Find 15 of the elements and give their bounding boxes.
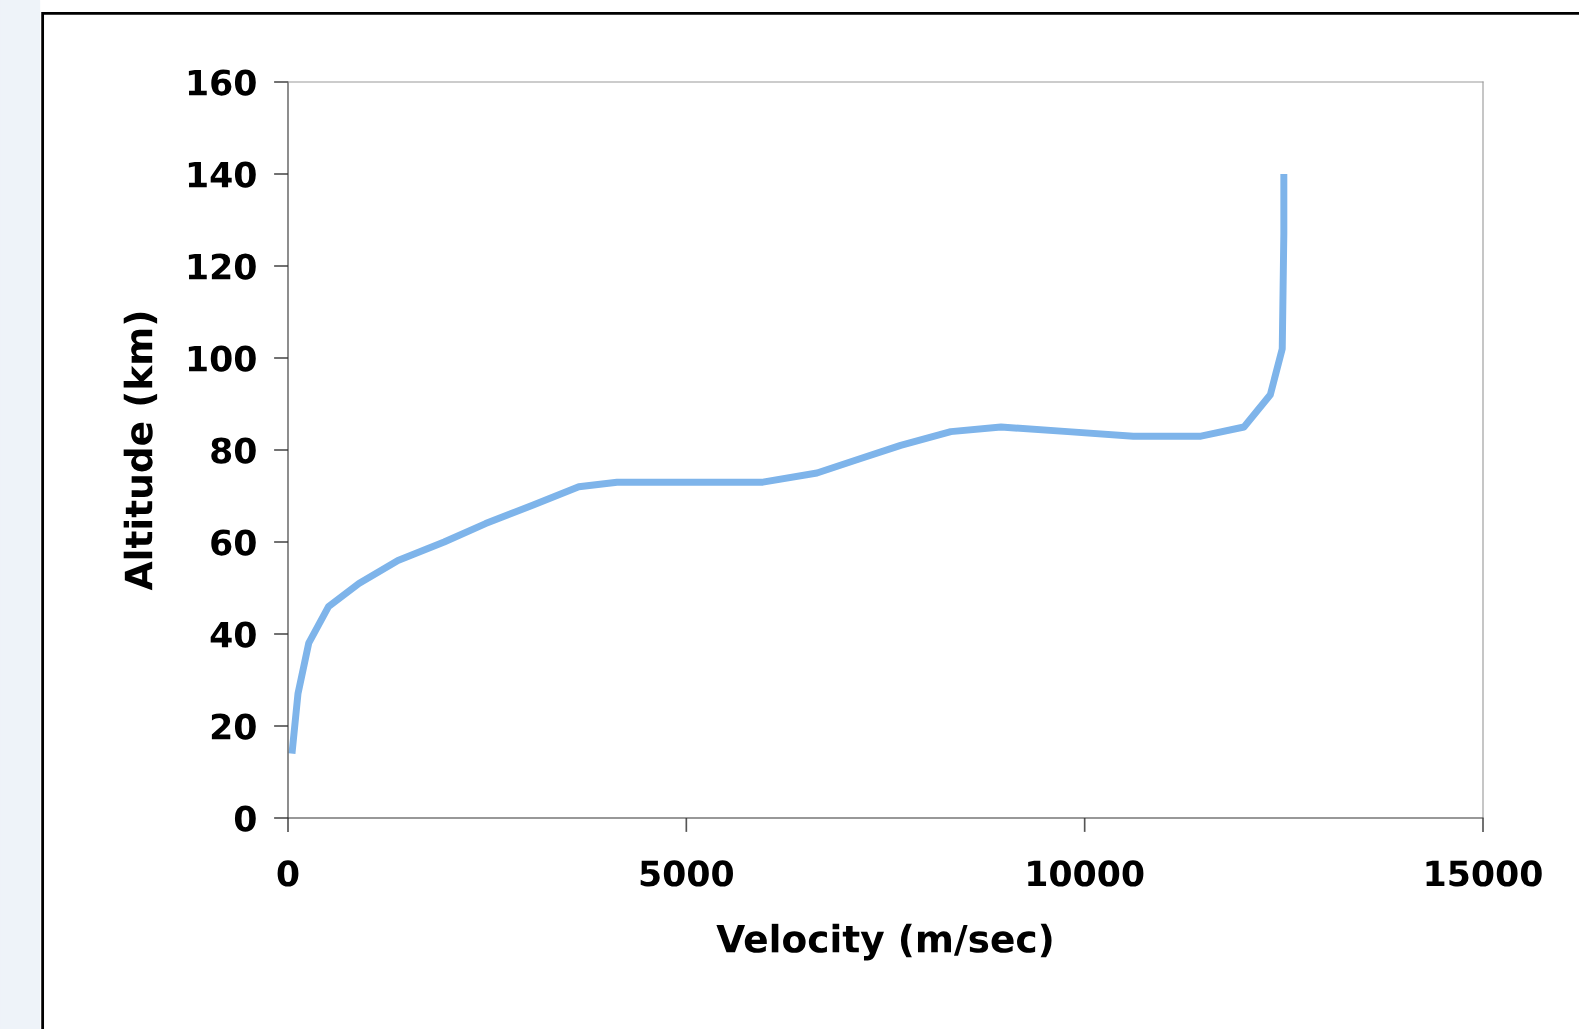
y-tick-label: 80 — [211, 437, 256, 464]
y-tick-label: 40 — [210, 621, 256, 648]
y-axis-title: Altitude (km) — [123, 312, 158, 591]
y-tick-label: 160 — [188, 69, 256, 96]
y-tick-label: 20 — [211, 713, 256, 740]
y-tick-label: 120 — [188, 253, 256, 280]
x-tick-label: 15000 — [1426, 860, 1542, 887]
x-tick-label: 0 — [277, 860, 299, 887]
y-tick-label: 100 — [188, 345, 256, 372]
x-tick-label: 5000 — [640, 860, 733, 887]
y-tick-label: 60 — [211, 529, 256, 556]
y-tick-label: 0 — [234, 805, 256, 832]
x-axis-title: Velocity (m/sec) — [716, 923, 1052, 961]
x-tick-label: 10000 — [1028, 860, 1144, 887]
y-tick-label: 140 — [188, 161, 256, 188]
